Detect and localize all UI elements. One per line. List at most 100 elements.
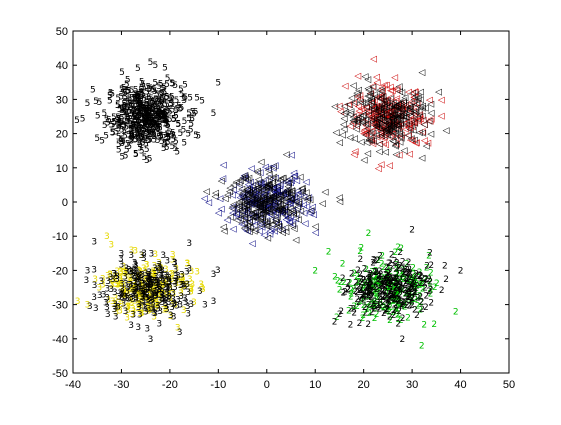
scatter-point: 5: [115, 94, 121, 104]
scatter-point: ◁: [362, 131, 369, 141]
scatter-point: 2: [409, 225, 415, 235]
scatter-point: ◁: [421, 120, 428, 130]
y-tick-label: -30: [52, 300, 68, 312]
scatter-point: 2: [391, 306, 397, 316]
scatter-point: 5: [148, 84, 154, 94]
scatter-point: ◁: [245, 180, 252, 190]
scatter-point: 3: [146, 307, 152, 317]
scatter-point: 5: [138, 107, 144, 117]
scatter-point: 5: [137, 98, 143, 108]
scatter-point: 3: [155, 300, 161, 310]
scatter-point: 5: [134, 100, 140, 110]
scatter-point: 5: [136, 101, 142, 111]
scatter-point: ◁: [374, 115, 381, 125]
scatter-point: 5: [127, 94, 133, 104]
scatter-point: ◁: [238, 220, 245, 230]
scatter-point: 2: [428, 290, 434, 300]
scatter-point: 2: [412, 273, 418, 283]
scatter-point: ◁: [280, 189, 287, 199]
scatter-point: ◁: [363, 102, 370, 112]
scatter-point: ◁: [350, 112, 357, 122]
scatter-point: ◁: [282, 188, 289, 198]
scatter-point: 2: [395, 291, 401, 301]
scatter-point: 5: [151, 136, 157, 146]
scatter-point: 2: [359, 244, 365, 254]
scatter-point: ◁: [410, 117, 417, 127]
scatter-point: ◁: [378, 109, 385, 119]
scatter-point: ◁: [393, 94, 400, 104]
scatter-point: 5: [153, 95, 159, 105]
scatter-point: 5: [123, 123, 129, 133]
scatter-point: 3: [169, 275, 175, 285]
scatter-point: 5: [150, 120, 156, 130]
scatter-point: 5: [164, 143, 170, 153]
scatter-point: 5: [166, 134, 172, 144]
scatter-point: ◁: [374, 110, 381, 120]
scatter-point: 5: [146, 128, 152, 138]
scatter-point: 5: [109, 89, 115, 99]
scatter-point: 5: [121, 104, 127, 114]
scatter-point: ◁: [370, 105, 377, 115]
scatter-point: ◁: [371, 114, 378, 124]
scatter-point: 5: [111, 117, 117, 127]
scatter-point: 3: [139, 288, 145, 298]
scatter-point: ◁: [358, 118, 365, 128]
scatter-point: 3: [177, 328, 183, 338]
scatter-point: 5: [145, 112, 151, 122]
scatter-point: 3: [159, 282, 165, 292]
scatter-point: 5: [145, 129, 151, 139]
scatter-point: 5: [121, 121, 127, 131]
scatter-point: ◁: [382, 110, 389, 120]
scatter-point: 3: [124, 287, 130, 297]
scatter-point: 2: [392, 287, 398, 297]
scatter-point: 5: [163, 118, 169, 128]
scatter-point: ◁: [393, 150, 400, 160]
scatter-point: 5: [124, 117, 130, 127]
scatter-point: 2: [404, 277, 410, 287]
scatter-point: ◁: [389, 127, 396, 137]
scatter-point: ◁: [278, 225, 285, 235]
scatter-point: ◁: [368, 127, 375, 137]
scatter-point: 2: [399, 273, 405, 283]
scatter-point: 2: [407, 290, 413, 300]
scatter-point: ◁: [354, 71, 361, 81]
scatter-point: 5: [97, 98, 103, 108]
scatter-point: 5: [193, 107, 199, 117]
scatter-point: ◁: [391, 73, 398, 83]
scatter-point: 5: [145, 115, 151, 125]
scatter-point: 2: [381, 304, 387, 314]
y-tick-label: -50: [52, 368, 68, 380]
scatter-point: 5: [110, 128, 116, 138]
scatter-point: ◁: [279, 206, 286, 216]
scatter-point: 5: [104, 115, 110, 125]
scatter-point: 3: [191, 298, 197, 308]
scatter-point: 5: [137, 107, 143, 117]
scatter-point: ◁: [412, 88, 419, 98]
scatter-point: ◁: [283, 177, 290, 187]
scatter-point: 5: [123, 152, 129, 162]
scatter-point: 5: [144, 99, 150, 109]
scatter-point: 3: [84, 276, 90, 286]
scatter-point: 3: [138, 251, 144, 261]
scatter-point: 5: [157, 107, 163, 117]
scatter-point: 2: [419, 342, 425, 352]
scatter-point: 5: [135, 132, 141, 142]
scatter-point: 5: [154, 90, 160, 100]
scatter-point: 2: [381, 263, 387, 273]
scatter-point: 5: [159, 95, 165, 105]
scatter-point: ◁: [395, 120, 402, 130]
scatter-point: ◁: [426, 116, 433, 126]
scatter-point: ◁: [265, 164, 272, 174]
scatter-point: ◁: [395, 108, 402, 118]
scatter-point: 3: [142, 292, 148, 302]
scatter-point: ◁: [287, 212, 294, 222]
scatter-point: ◁: [250, 212, 257, 222]
scatter-point: 5: [154, 114, 160, 124]
scatter-point: 2: [372, 314, 378, 324]
scatter-point: ◁: [336, 138, 343, 148]
scatter-point: 2: [373, 272, 379, 282]
scatter-point: ◁: [396, 132, 403, 142]
scatter-point: ◁: [233, 209, 240, 219]
scatter-point: 5: [164, 80, 170, 90]
scatter-point: 5: [121, 84, 127, 94]
